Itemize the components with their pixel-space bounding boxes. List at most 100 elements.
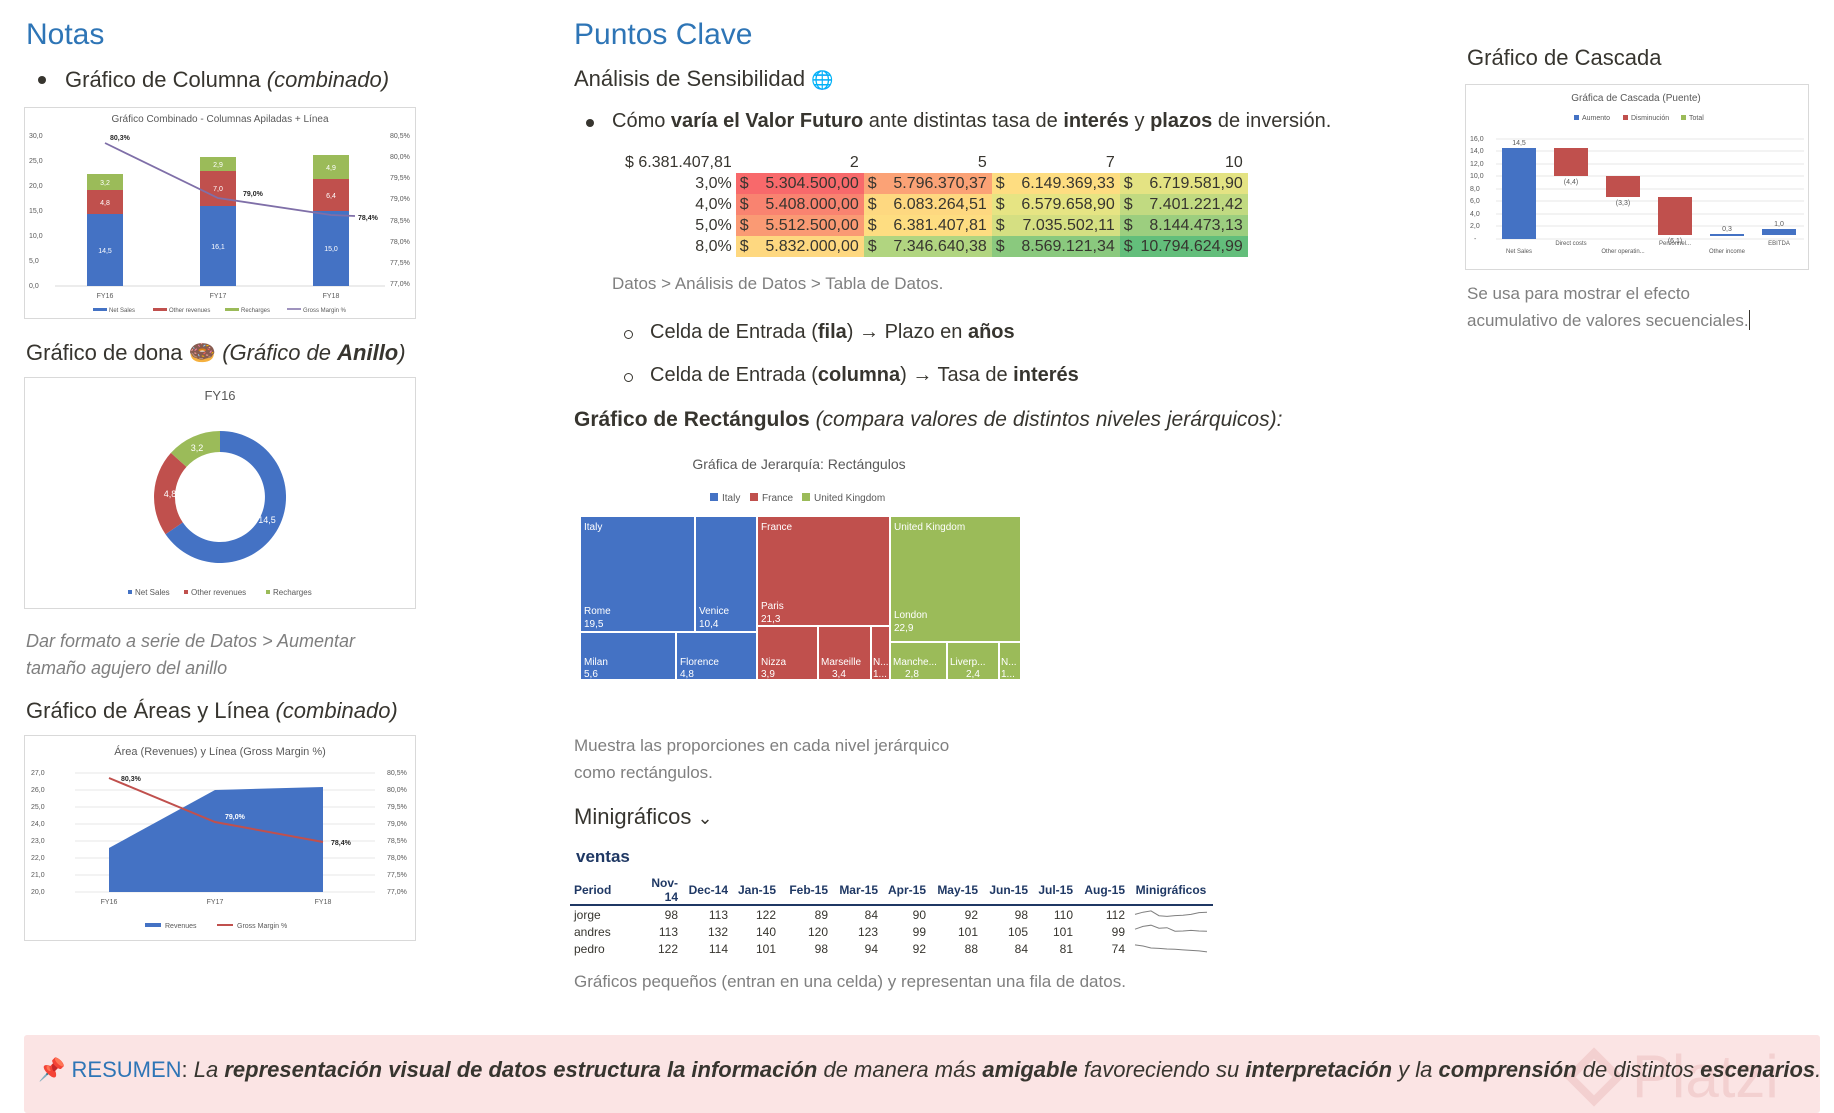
sparkline	[1134, 924, 1208, 932]
text-cursor	[1748, 310, 1750, 330]
donut-heading-bold: Gráfico de dona	[26, 340, 183, 365]
y2-tick: 77,0%	[387, 889, 407, 896]
rate-cell: 3,0%	[695, 174, 732, 192]
circle-bullet	[624, 373, 633, 382]
sparkline-path	[1134, 944, 1208, 953]
legend-label: Gross Margin %	[237, 923, 287, 930]
currency-cell: $	[1119, 194, 1140, 215]
legend-swatch	[1623, 115, 1628, 120]
table-row: 5,0% $5.512.500,00 $6.381.407,81 $7.035.…	[620, 215, 1248, 236]
legend-label: Total	[1689, 115, 1704, 122]
bar-recharges-fy18	[313, 155, 349, 179]
y-tick: 16,0	[1470, 136, 1484, 143]
value-cell: 5.512.500,00	[755, 215, 864, 236]
legend-label: Aumento	[1582, 115, 1610, 122]
watermark-text: Platzi	[1632, 1043, 1779, 1110]
cell: 92	[912, 941, 926, 956]
sensitivity-heading-text: Análisis de Sensibilidad	[574, 66, 806, 91]
waterfall-bar-ebitda	[1762, 229, 1796, 235]
col-header: Minigráficos	[1129, 876, 1213, 906]
value-cell: 5.408.000,00	[755, 194, 864, 215]
legend-label: Disminución	[1631, 115, 1669, 122]
treemap-cell-venice	[694, 515, 758, 633]
waterfall-svg: Gráfica de Cascada (Puente) Aumento Dism…	[1470, 93, 1804, 255]
text-bold: comprensión	[1438, 1057, 1577, 1082]
column-chart-title: Gráfico Combinado - Columnas Apiladas + …	[111, 114, 329, 125]
sparkline-cell	[1129, 923, 1213, 940]
donut-note-line1: Dar formato a serie de Datos > Aumentar	[26, 631, 355, 651]
x-tick: FY16	[97, 293, 114, 300]
bar-recharges-fy17	[200, 157, 236, 171]
legend-label: Gross Margin %	[303, 308, 347, 314]
text: ante distintas tasa de	[863, 110, 1064, 132]
bar-net-sales-fy17	[200, 206, 236, 286]
waterfall-note: Se usa para mostrar el efecto acumulativ…	[1467, 280, 1750, 334]
treemap-cell-name: Venice	[699, 606, 729, 617]
treemap-group-label: United Kingdom	[894, 522, 965, 533]
donut-chart-svg: FY16 14,5 4,8 3,2 Net Sales Other revenu…	[128, 388, 312, 597]
legend-swatch	[128, 590, 132, 594]
value-cell: 5.304.500,00	[755, 173, 864, 194]
legend-label: United Kingdom	[814, 493, 885, 504]
x-tick: Direct costs	[1555, 241, 1586, 247]
y2-tick: 79,0%	[387, 821, 407, 828]
legend-swatch	[802, 493, 810, 501]
sparklines-note: Gráficos pequeños (entran en una celda) …	[574, 972, 1126, 991]
summary-colon: :	[181, 1057, 188, 1082]
y-tick: 22,0	[31, 855, 45, 862]
currency-cell: $	[863, 236, 884, 257]
bar-label: (4,4)	[1564, 179, 1578, 186]
currency-cell: $	[735, 173, 756, 194]
waterfall-bar-other-income	[1710, 234, 1744, 236]
bar-label: (3,3)	[1616, 200, 1630, 207]
area-chart-svg: Área (Revenues) y Línea (Gross Margin %)…	[31, 745, 407, 930]
cell: 132	[707, 924, 728, 939]
row-name: andres	[574, 924, 611, 939]
text-bold: varía el Valor Futuro	[670, 110, 864, 132]
bar-label: 6,4	[326, 193, 336, 200]
bullet-dot	[38, 76, 46, 84]
y2-tick: 80,0%	[387, 787, 407, 794]
cell: 88	[964, 941, 978, 956]
legend-swatch	[750, 493, 758, 501]
waterfall-bar-net-sales	[1502, 148, 1536, 239]
legend-swatch	[93, 308, 107, 311]
donut-heading-rest: (Gráfico de	[222, 340, 338, 365]
bar-net-sales-fy16	[87, 214, 123, 286]
cell: 123	[857, 924, 878, 939]
y-tick: 10,0	[1470, 173, 1484, 180]
treemap-cell-name: Paris	[761, 601, 784, 612]
x-tick: EBITDA	[1768, 241, 1790, 247]
table-col-header: 10	[1224, 153, 1243, 171]
treemap-cell-value: 3,4	[832, 669, 846, 680]
y-tick: 15,0	[29, 208, 43, 215]
cell: 99	[1111, 924, 1125, 939]
treemap-cell-n-uk	[998, 641, 1022, 681]
bar-label: 4,9	[326, 165, 336, 172]
bar-label: 0,3	[1722, 226, 1732, 233]
treemap-cell-value: 1...	[1001, 669, 1015, 680]
currency-cell: $	[1119, 236, 1140, 257]
sparklines-table: Period Nov-14 Dec-14 Jan-15 Feb-15 Mar-1…	[570, 876, 1213, 957]
legend-swatch	[266, 590, 270, 594]
y2-tick: 78,0%	[390, 239, 410, 246]
y2-tick: 80,5%	[387, 770, 407, 777]
text-bold: interés	[1063, 110, 1129, 132]
donut-label: 14,5	[258, 515, 276, 525]
treemap-cell-name: London	[894, 610, 927, 621]
cell: 113	[708, 907, 728, 922]
y2-tick: 78,5%	[390, 218, 410, 225]
column-chart-heading: Gráfico de Columna (combinado)	[65, 67, 389, 93]
currency-cell: $	[991, 173, 1012, 194]
column-chart: Gráfico Combinado - Columnas Apiladas + …	[24, 107, 416, 319]
sparklines-toggle[interactable]: Minigráficos ⌄	[574, 804, 713, 830]
bar-label: 14,5	[98, 248, 112, 255]
cell: 101	[755, 941, 776, 956]
donut-heading-paren: )	[398, 340, 406, 365]
bar-label: 15,0	[324, 246, 338, 253]
chevron-down-icon[interactable]: ⌄	[697, 808, 713, 828]
currency-cell: $	[863, 194, 884, 215]
rate-cell: 4,0%	[695, 195, 732, 213]
sparklines-header-row: Period Nov-14 Dec-14 Jan-15 Feb-15 Mar-1…	[570, 876, 1213, 906]
treemap-cell-name: Manche...	[893, 657, 937, 668]
